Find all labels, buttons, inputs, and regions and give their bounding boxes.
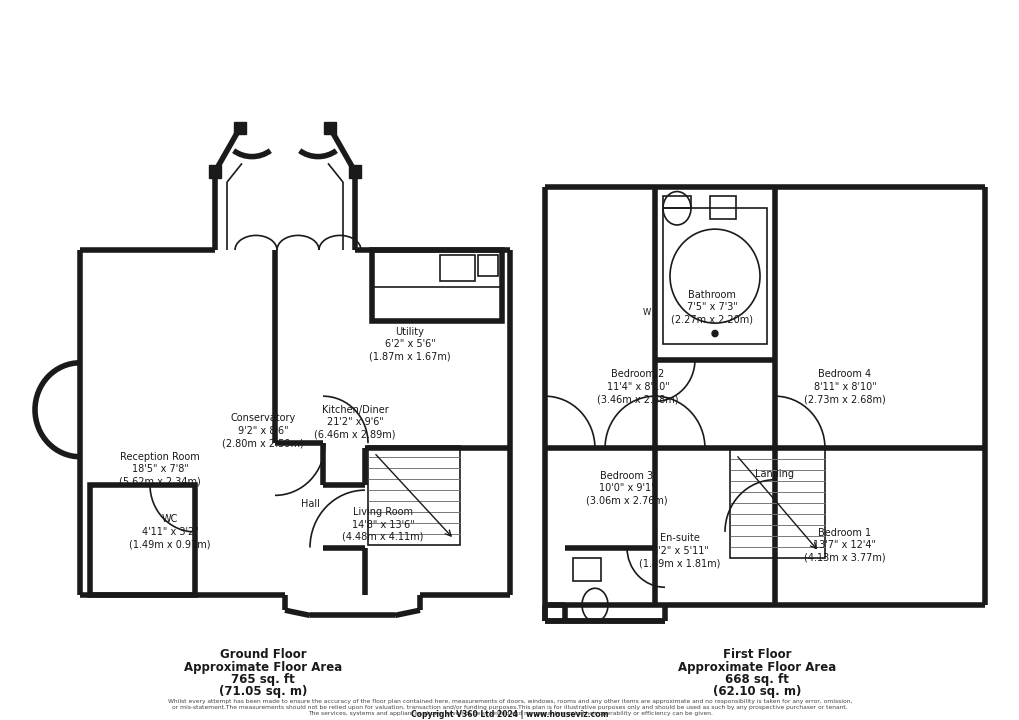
- Bar: [730, 449, 824, 558]
- Text: Bedroom 2
11'4" x 8'10"
(3.46m x 2.68m): Bedroom 2 11'4" x 8'10" (3.46m x 2.68m): [597, 369, 678, 404]
- Text: En-suite
6'2" x 5'11"
(1.89m x 1.81m): En-suite 6'2" x 5'11" (1.89m x 1.81m): [639, 534, 720, 568]
- Bar: [439, 256, 475, 282]
- Text: Bathroom
7'5" x 7'3"
(2.27m x 2.20m): Bathroom 7'5" x 7'3" (2.27m x 2.20m): [671, 290, 752, 325]
- Text: Bedroom 4
8'11" x 8'10"
(2.73m x 2.68m): Bedroom 4 8'11" x 8'10" (2.73m x 2.68m): [803, 369, 886, 404]
- Bar: [662, 196, 690, 208]
- Text: (62.10 sq. m): (62.10 sq. m): [712, 685, 800, 698]
- Text: 765 sq. ft: 765 sq. ft: [231, 672, 294, 685]
- Text: Ground Floor: Ground Floor: [219, 649, 306, 662]
- Text: Bedroom 3
10'0" x 9'1"
(3.06m x 2.76m): Bedroom 3 10'0" x 9'1" (3.06m x 2.76m): [586, 471, 667, 505]
- Text: Living Room
14'8" x 13'6"
(4.48m x 4.11m): Living Room 14'8" x 13'6" (4.48m x 4.11m…: [342, 507, 423, 542]
- Bar: [573, 558, 600, 581]
- Bar: [662, 208, 766, 344]
- Bar: [709, 196, 736, 219]
- Text: Hall: Hall: [301, 499, 319, 509]
- Text: Approximate Floor Area: Approximate Floor Area: [183, 660, 341, 673]
- Text: WC
4'11" x 3'2"
(1.49m x 0.97m): WC 4'11" x 3'2" (1.49m x 0.97m): [129, 515, 211, 549]
- Text: Whilst every attempt has been made to ensure the accuracy of the floor plan cont: Whilst every attempt has been made to en…: [168, 700, 851, 704]
- Text: Landing: Landing: [755, 469, 794, 480]
- Bar: [324, 122, 335, 134]
- Bar: [90, 485, 195, 595]
- Text: Utility
6'2" x 5'6"
(1.87m x 1.67m): Utility 6'2" x 5'6" (1.87m x 1.67m): [369, 327, 450, 361]
- Text: First Floor: First Floor: [722, 649, 791, 662]
- Text: Copyright V360 Ltd 2024 | www.houseviz.com: Copyright V360 Ltd 2024 | www.houseviz.c…: [411, 710, 608, 719]
- Bar: [209, 166, 221, 178]
- Text: Reception Room
18'5" x 7'8"
(5.62m x 2.34m): Reception Room 18'5" x 7'8" (5.62m x 2.3…: [119, 452, 201, 487]
- Bar: [368, 446, 460, 546]
- Text: The services, systems and appliances shown have not been tested and no guarantee: The services, systems and appliances sho…: [308, 711, 711, 716]
- Text: (71.05 sq. m): (71.05 sq. m): [219, 685, 307, 698]
- Bar: [233, 122, 246, 134]
- Text: W: W: [642, 308, 650, 317]
- Text: Bedroom 1
13'7" x 12'4"
(4.13m x 3.77m): Bedroom 1 13'7" x 12'4" (4.13m x 3.77m): [803, 528, 884, 563]
- Text: Approximate Floor Area: Approximate Floor Area: [678, 660, 836, 673]
- Bar: [132, 574, 163, 586]
- Text: 668 sq. ft: 668 sq. ft: [725, 672, 788, 685]
- Text: Conservatory
9'2" x 8'6"
(2.80m x 2.59m): Conservatory 9'2" x 8'6" (2.80m x 2.59m): [222, 413, 304, 448]
- Bar: [372, 250, 501, 321]
- Bar: [348, 166, 361, 178]
- Text: Kitchen/Diner
21'2" x 9'6"
(6.46m x 2.89m): Kitchen/Diner 21'2" x 9'6" (6.46m x 2.89…: [314, 405, 395, 440]
- Text: or mis-statement.The measurements should not be relied upon for valuation, trans: or mis-statement.The measurements should…: [172, 706, 847, 711]
- Bar: [478, 256, 497, 276]
- Circle shape: [711, 330, 717, 337]
